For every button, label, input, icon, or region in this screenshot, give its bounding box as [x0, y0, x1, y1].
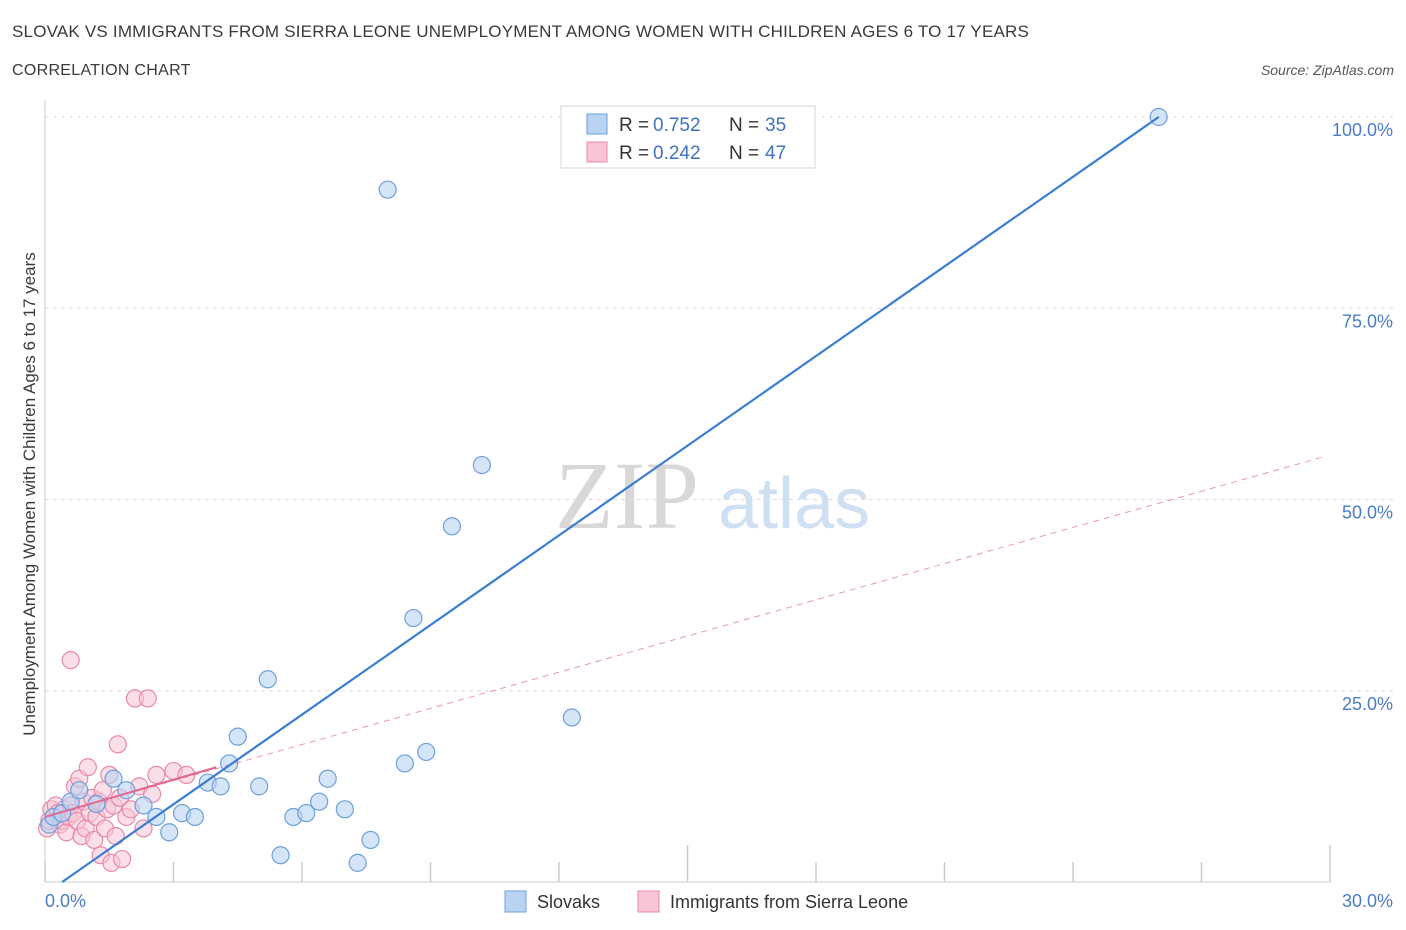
slovaks-point-18 [258, 670, 277, 689]
slovaks-point-23 [318, 769, 337, 788]
bottom-legend-swatch-slovaks [504, 890, 527, 913]
slovaks-point-31 [442, 517, 462, 536]
sierra-point-19 [78, 758, 97, 777]
watermark-zip: ZIP [555, 442, 699, 549]
legend-box: R = 0.752 N = 35 R = 0.242 N = 47 [560, 105, 816, 169]
sierra-point-41 [138, 689, 157, 708]
slovaks-point-6 [104, 769, 123, 788]
slovaks-point-25 [348, 853, 367, 872]
slovaks-point-17 [250, 777, 269, 796]
sierra-point-33 [108, 735, 127, 754]
x-tick-label-min: 0.0% [45, 891, 86, 911]
legend-n-label-0: N = [729, 115, 759, 136]
sierra-point-32 [106, 826, 125, 846]
bottom-legend-label-slovaks: Slovaks [537, 892, 600, 912]
slovaks-point-28 [395, 754, 414, 773]
legend-r-label-0: R = [619, 115, 649, 136]
x-tick-label-max: 30.0% [1342, 891, 1393, 911]
slovaks-point-26 [361, 830, 380, 850]
slovaks-point-12 [185, 807, 205, 827]
slovaks-trend-line [61, 116, 1160, 883]
sierra-point-46 [61, 651, 80, 670]
chart-subtitle: CORRELATION CHART [12, 62, 191, 79]
y-tick-label-75: 75.0% [1342, 311, 1393, 331]
legend-n-value-0: 35 [765, 115, 786, 136]
sierra-point-43 [147, 765, 166, 785]
slovaks-point-32 [472, 455, 491, 475]
bottom-legend-label-sierra: Immigrants from Sierra Leone [670, 892, 908, 912]
bottom-legend: Slovaks Immigrants from Sierra Leone [504, 890, 908, 913]
y-tick-label-50: 50.0% [1342, 503, 1393, 523]
slovaks-point-22 [310, 792, 329, 811]
tick-labels: 25.0% 50.0% 75.0% 100.0% 0.0% 30.0% [45, 120, 1393, 911]
chart-title: SLOVAK VS IMMIGRANTS FROM SIERRA LEONE U… [12, 22, 1030, 41]
sierra-trend-line [44, 766, 217, 818]
slovaks-point-24 [335, 800, 354, 819]
slovaks-point-10 [160, 823, 179, 842]
legend-r-value-1: 0.242 [653, 143, 701, 164]
slovaks-point-33 [562, 708, 581, 727]
slovaks-point-29 [404, 608, 423, 628]
source-label: Source: ZipAtlas.com [1260, 62, 1394, 78]
slovaks-point-16 [228, 727, 247, 746]
legend-r-label-1: R = [619, 143, 649, 164]
legend-swatch-1 [586, 141, 608, 163]
y-tick-label-25: 25.0% [1342, 694, 1393, 714]
y-axis-title: Unemployment Among Women with Children A… [20, 252, 39, 736]
y-axis-title-group: Unemployment Among Women with Children A… [20, 252, 39, 736]
legend-n-label-1: N = [729, 143, 759, 164]
sierra-point-35 [112, 849, 132, 869]
legend-n-value-1: 47 [765, 143, 786, 164]
slovaks-point-27 [378, 180, 397, 199]
legend-r-value-0: 0.752 [653, 115, 701, 136]
slovaks-point-19 [271, 846, 290, 865]
data-points [38, 107, 1168, 872]
slovaks-point-4 [70, 781, 89, 800]
slovaks-point-8 [134, 796, 153, 815]
bottom-legend-swatch-sierra [637, 890, 660, 913]
grid-lines [45, 116, 1395, 692]
slovaks-point-21 [297, 804, 316, 823]
axes [44, 100, 1331, 883]
y-tick-label-100: 100.0% [1332, 120, 1393, 140]
sierra-point-22 [85, 830, 104, 850]
sierra-trend-extended [44, 456, 1322, 818]
watermark-atlas: atlas [718, 464, 870, 544]
slovaks-point-14 [211, 777, 230, 796]
legend-swatch-0 [586, 113, 608, 135]
sierra-point-40 [134, 819, 153, 838]
slovaks-point-30 [417, 742, 436, 762]
watermark: ZIP atlas [555, 442, 870, 549]
trend-lines [44, 116, 1322, 883]
